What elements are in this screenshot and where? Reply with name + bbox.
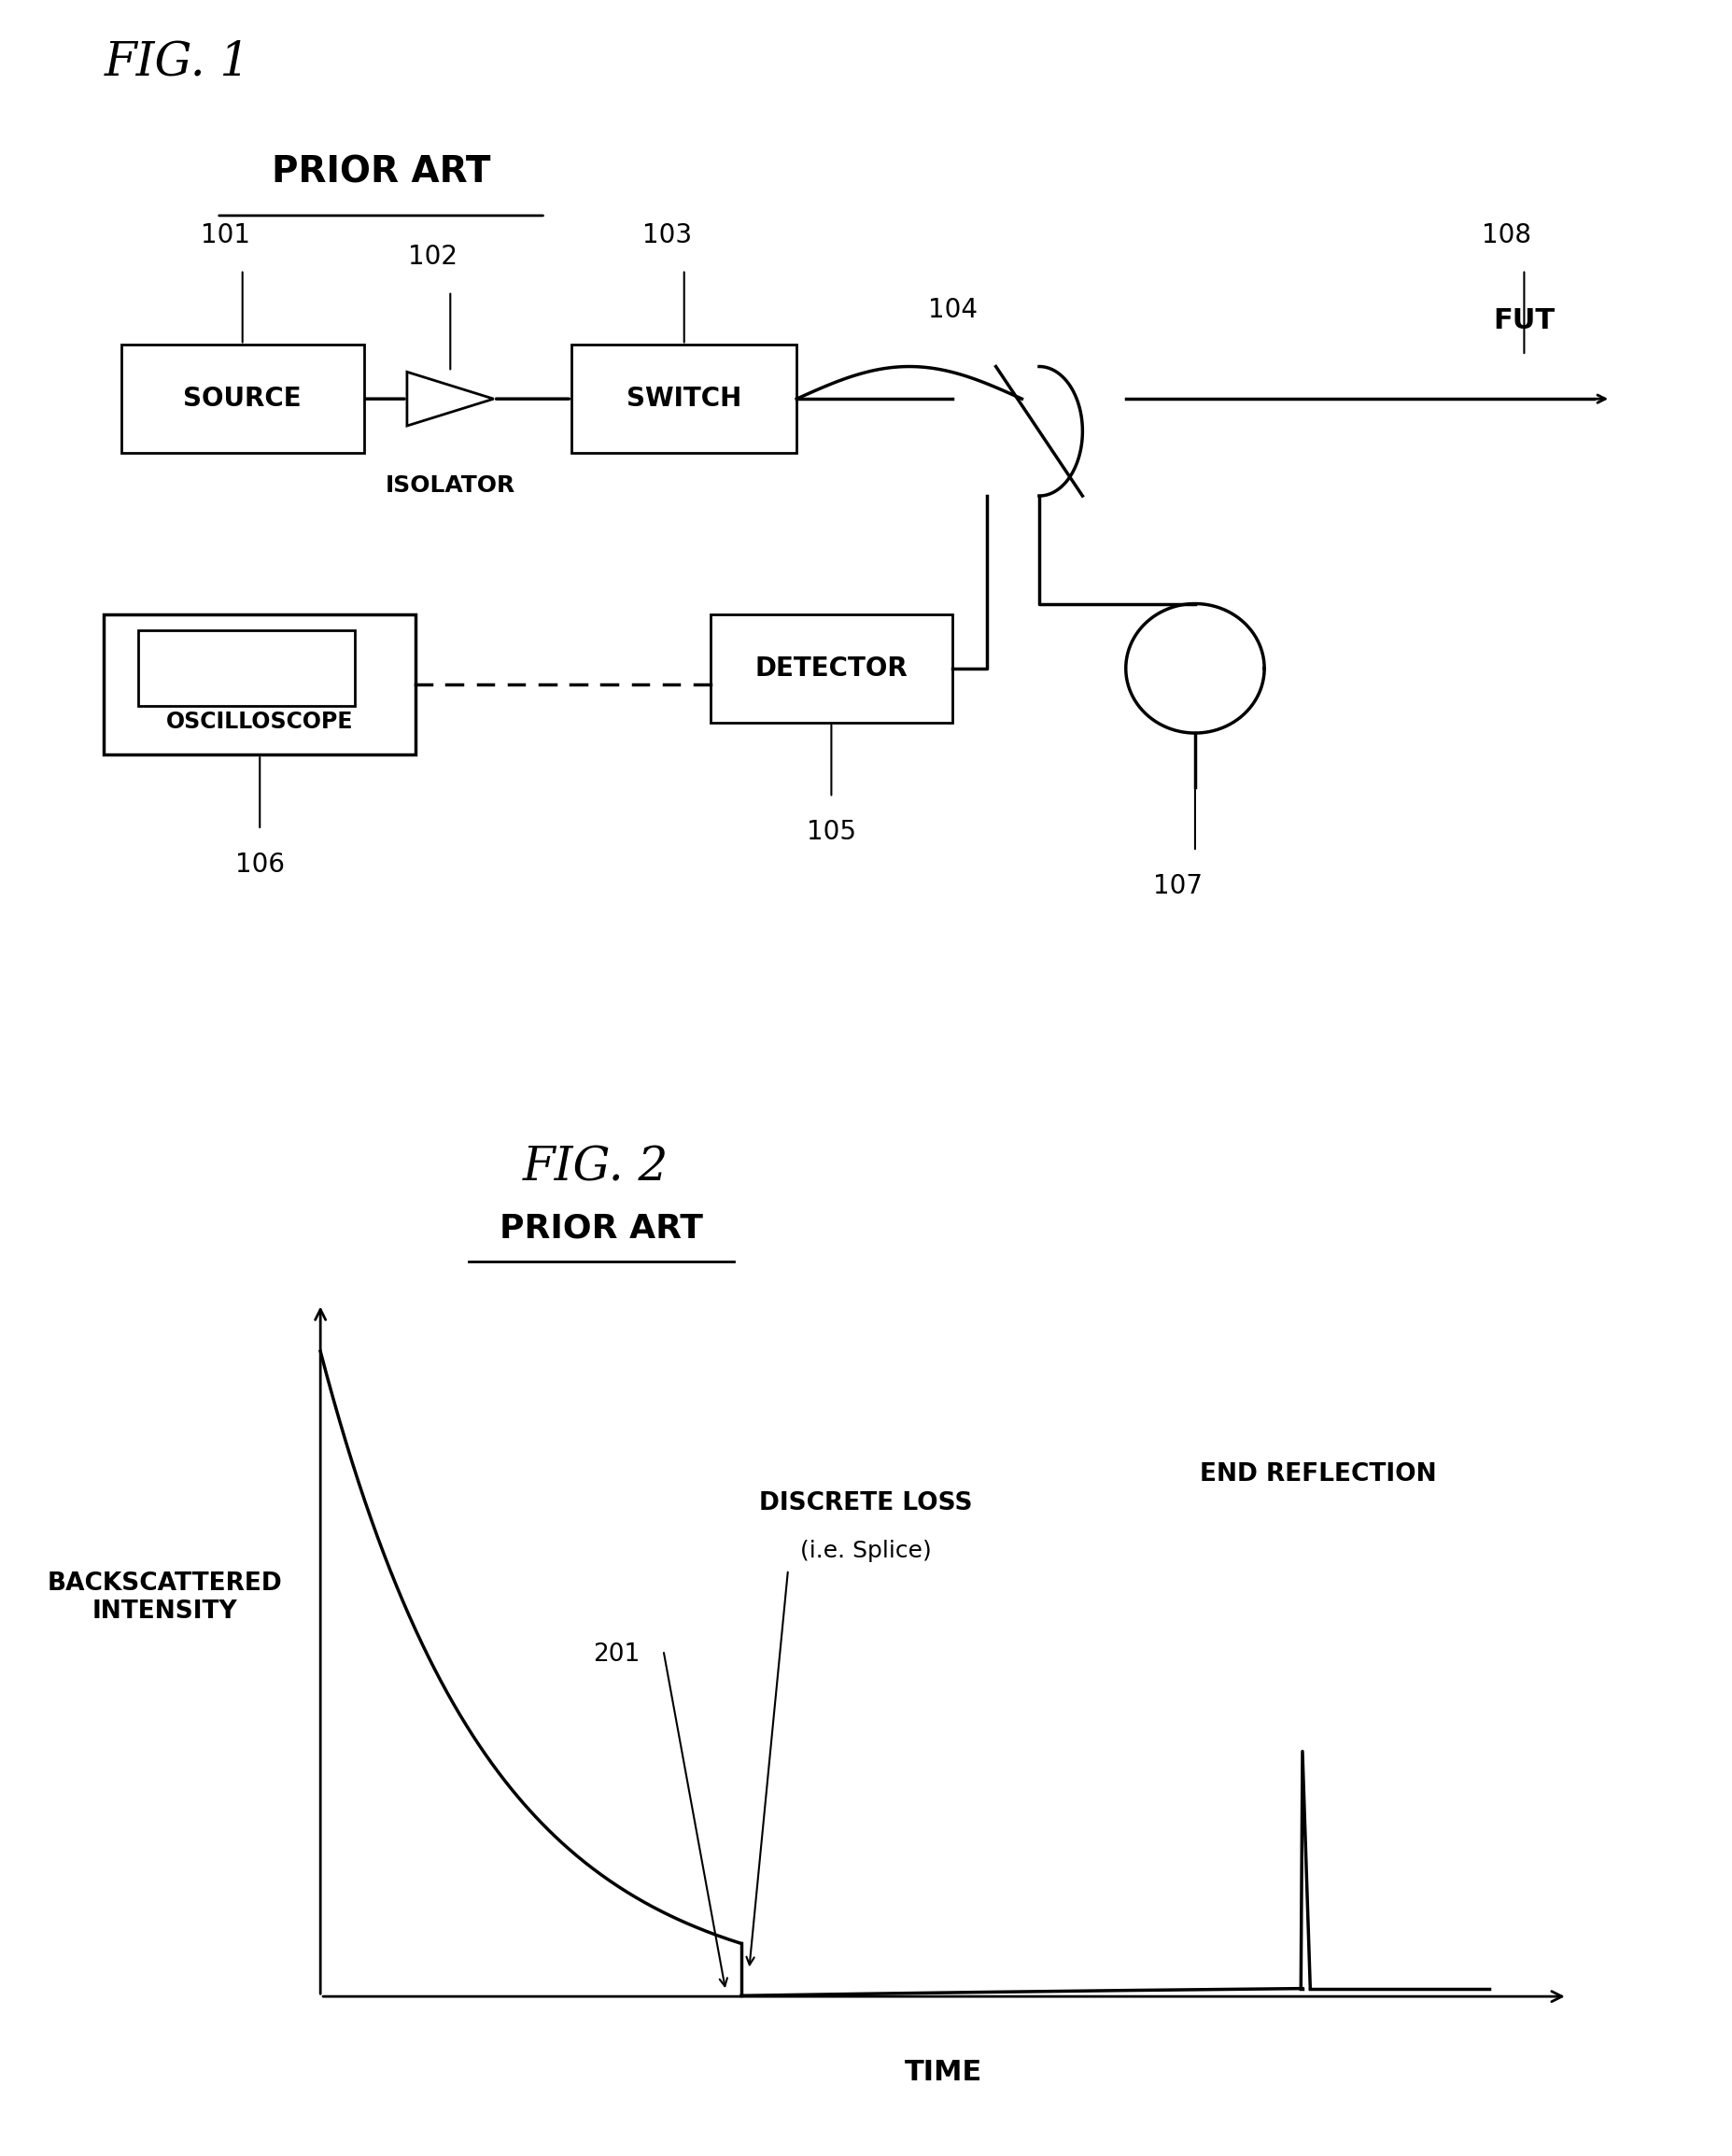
Bar [572,345,797,453]
Text: 107: 107 [1154,873,1202,899]
Text: OSCILLOSCOPE: OSCILLOSCOPE [166,711,353,733]
Bar [104,614,416,755]
Text: FIG. 2: FIG. 2 [523,1145,669,1190]
Text: 201: 201 [592,1643,641,1667]
Text: 105: 105 [807,819,856,845]
Bar [710,614,953,722]
Text: 106: 106 [236,852,284,877]
Text: PRIOR ART: PRIOR ART [272,155,490,190]
Bar [121,345,364,453]
Text: END REFLECTION: END REFLECTION [1200,1462,1436,1488]
Text: ISOLATOR: ISOLATOR [385,474,516,496]
Text: FIG. 1: FIG. 1 [104,39,249,86]
Text: PRIOR ART: PRIOR ART [499,1212,703,1244]
Text: DISCRETE LOSS: DISCRETE LOSS [759,1492,973,1516]
Text: SOURCE: SOURCE [184,386,301,412]
Text: 101: 101 [201,222,249,248]
Text: 103: 103 [643,222,691,248]
Text: BACKSCATTERED
INTENSITY: BACKSCATTERED INTENSITY [47,1572,282,1623]
Bar [139,630,355,707]
Text: (i.e. Splice): (i.e. Splice) [800,1539,932,1561]
Text: 104: 104 [928,298,977,323]
Text: 108: 108 [1483,222,1531,248]
Text: FUT: FUT [1493,306,1555,334]
Text: 102: 102 [409,244,457,270]
Text: DETECTOR: DETECTOR [755,655,908,681]
Polygon shape [407,371,494,427]
Text: TIME: TIME [906,2059,982,2085]
Text: SWITCH: SWITCH [627,386,741,412]
